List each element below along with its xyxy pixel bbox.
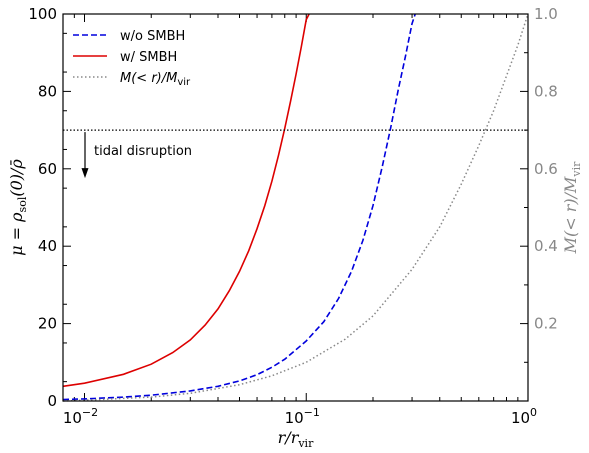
y2-tick-label: 0.2 (534, 315, 558, 333)
legend-label: w/ SMBH (120, 50, 177, 65)
y2-tick-label: 1.0 (534, 5, 558, 23)
left-axis-ticks: 0 20 40 60 80 100 (28, 5, 71, 410)
annotation-label: tidal disruption (94, 144, 192, 159)
x-tick-label: 10−1 (285, 406, 320, 427)
y2-tick-label: 0.6 (534, 160, 558, 178)
y-axis-label: μ = ρsol(0)/ρ̄ (7, 159, 29, 256)
y2-tick-label: 0.8 (534, 82, 558, 100)
y-tick-label: 0 (47, 392, 57, 410)
tidal-disruption-annotation: tidal disruption (81, 132, 192, 179)
y-tick-label: 100 (28, 5, 57, 23)
chart-legend: w/o SMBH w/ SMBH M(< r)/Mvir (73, 29, 191, 88)
right-axis-ticks: 0.2 0.4 0.6 0.8 1.0 (520, 5, 558, 402)
y-tick-label: 20 (38, 315, 57, 333)
y2-axis-label: M(< r)/Mvir (561, 161, 583, 255)
y-tick-label: 40 (38, 237, 57, 255)
annotation-arrow-head (81, 168, 89, 179)
legend-label: w/o SMBH (120, 29, 185, 44)
series-layer (62, 13, 529, 402)
x-tick-label: 100 (511, 406, 537, 427)
series-line-w-o-smbh (62, 13, 416, 401)
series-line-w-smbh (62, 13, 310, 388)
y-tick-label: 80 (38, 82, 57, 100)
x-axis-label: r/rvir (278, 428, 314, 450)
legend-label: M(< r)/Mvir (120, 71, 191, 88)
series-line-m-r-m-vir (62, 13, 529, 402)
plot-frame (62, 13, 529, 402)
y-tick-label: 60 (38, 160, 57, 178)
x-tick-label: 10−2 (63, 406, 98, 427)
y2-tick-label: 0.4 (534, 237, 558, 255)
